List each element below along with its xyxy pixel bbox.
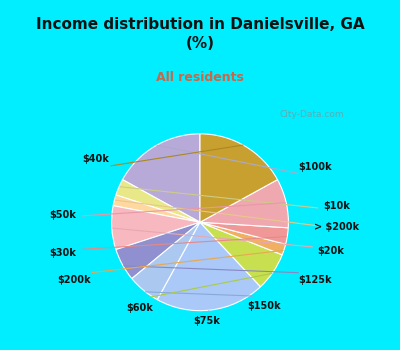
Text: All residents: All residents — [156, 71, 244, 84]
Text: $100k: $100k — [298, 162, 332, 173]
Wedge shape — [200, 222, 282, 287]
Wedge shape — [200, 222, 286, 255]
Wedge shape — [116, 180, 200, 222]
Wedge shape — [158, 222, 260, 311]
Wedge shape — [116, 222, 200, 279]
Text: $125k: $125k — [298, 275, 332, 285]
Text: City-Data.com: City-Data.com — [280, 111, 344, 119]
Text: $30k: $30k — [50, 248, 76, 258]
Text: > $200k: > $200k — [314, 222, 360, 232]
Wedge shape — [200, 180, 288, 228]
Wedge shape — [200, 134, 278, 222]
Wedge shape — [200, 222, 288, 244]
Text: Income distribution in Danielsville, GA
(%): Income distribution in Danielsville, GA … — [36, 17, 364, 51]
Wedge shape — [113, 195, 200, 222]
Wedge shape — [112, 206, 200, 250]
Text: $150k: $150k — [247, 301, 280, 311]
Wedge shape — [132, 222, 200, 300]
Wedge shape — [122, 134, 200, 222]
Text: $10k: $10k — [324, 201, 350, 211]
Text: $50k: $50k — [50, 210, 76, 220]
Text: $20k: $20k — [318, 246, 344, 256]
Text: $40k: $40k — [82, 154, 109, 163]
Text: $60k: $60k — [126, 303, 153, 313]
Text: $200k: $200k — [58, 275, 91, 285]
Text: $75k: $75k — [194, 316, 220, 326]
